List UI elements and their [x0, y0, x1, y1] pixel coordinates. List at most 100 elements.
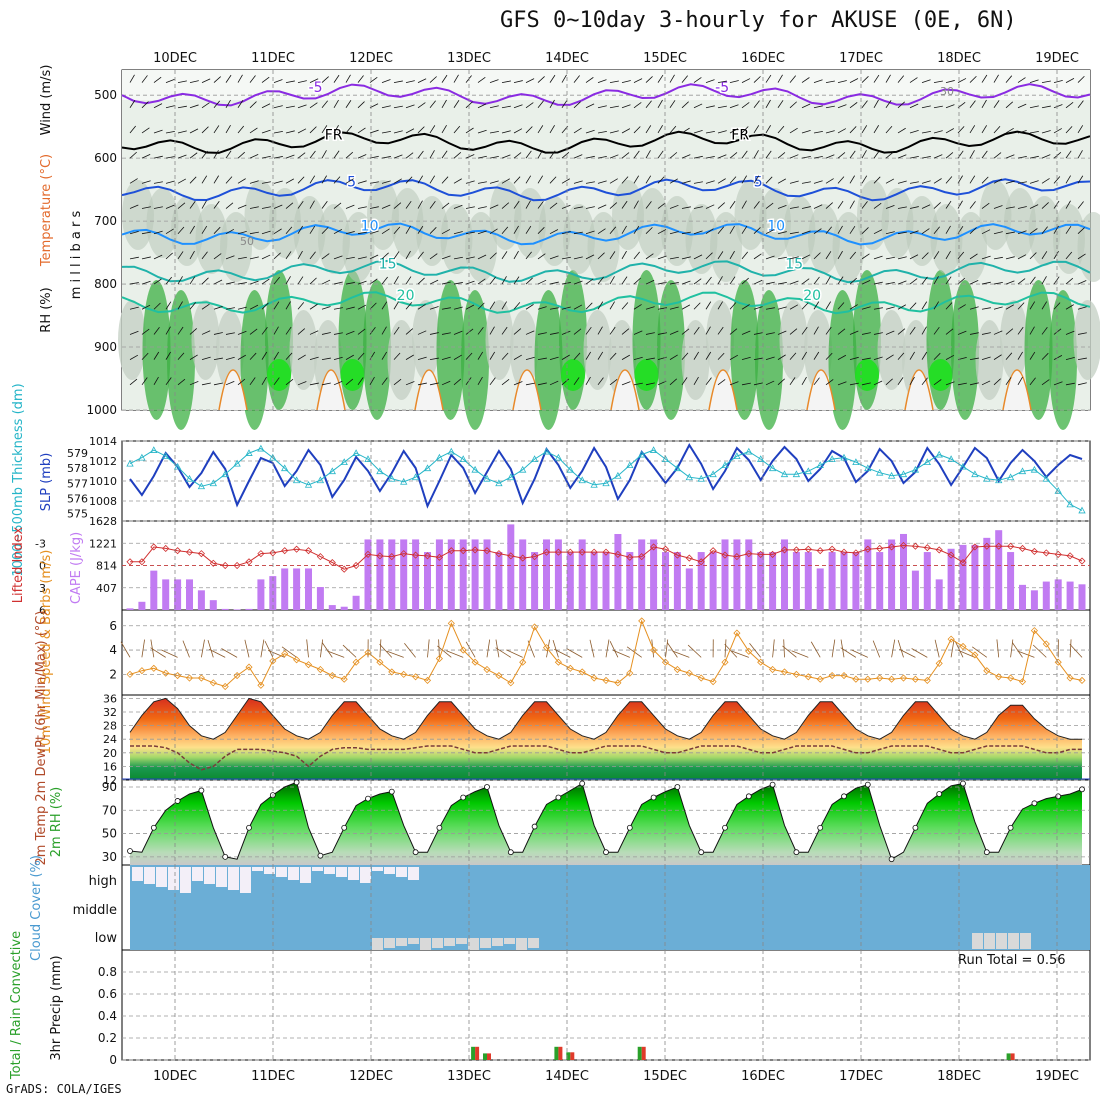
wind-barb — [1053, 176, 1061, 184]
wind-barb — [177, 130, 187, 134]
wind-barb — [837, 381, 847, 386]
wind-barb — [969, 253, 978, 260]
wind-barb — [321, 332, 331, 335]
cape-bar — [971, 544, 979, 610]
wind-barb — [597, 377, 604, 386]
wind-barb — [165, 228, 174, 235]
wind-barb — [405, 302, 413, 310]
frame-precip — [121, 949, 1091, 1061]
li-point — [840, 548, 848, 556]
wind-speed-point — [650, 646, 658, 654]
wind-barb — [189, 225, 195, 234]
cape-bar — [412, 539, 420, 610]
wind-barb — [1017, 254, 1027, 260]
wind-barb — [273, 377, 280, 386]
wind-barb-10m — [244, 639, 250, 658]
wind-barb — [741, 277, 749, 285]
wind-barb — [621, 328, 630, 335]
wind-barb — [1041, 178, 1050, 184]
wind-barb — [765, 99, 771, 108]
wind-barb — [285, 352, 293, 360]
wind-barb — [873, 74, 880, 83]
date-label-bottom: 12DEC — [349, 1069, 393, 1084]
wind-barb-10m — [840, 647, 857, 658]
wind-barb-10m — [320, 639, 324, 658]
wind-barb — [633, 102, 642, 109]
wind-barb-10m — [465, 641, 476, 658]
li-point — [554, 548, 562, 556]
wind-barb — [657, 255, 667, 260]
precip-tick-label: 0 — [109, 1053, 117, 1067]
rh-tick-label: 70 — [102, 803, 117, 817]
wind-barb — [381, 105, 391, 109]
wind-barb — [537, 382, 547, 386]
date-label-bottom: 17DEC — [839, 1069, 883, 1084]
rh-shade — [387, 320, 416, 400]
wind-barb — [969, 306, 979, 310]
wind-barb — [393, 105, 403, 109]
wind-barb — [129, 306, 139, 310]
wind-speed-point — [959, 642, 967, 650]
cape-bar — [828, 552, 836, 610]
wind-speed-point — [852, 675, 860, 683]
wind-barb — [273, 204, 283, 209]
wind-barb — [525, 150, 532, 159]
thickness-point — [768, 464, 777, 472]
wind-barb — [537, 150, 543, 159]
li-point — [483, 547, 491, 555]
wind-barb — [345, 282, 355, 285]
wind-barb — [369, 76, 378, 83]
rh-shade — [167, 290, 195, 430]
wind-barb — [717, 154, 727, 159]
wind-barb — [669, 330, 679, 335]
precip-tick-label: 0.2 — [98, 1031, 117, 1045]
wind-barb-10m — [404, 643, 416, 658]
li-point — [1066, 552, 1074, 560]
wind-barb — [1029, 301, 1036, 310]
thickness-point — [554, 453, 563, 461]
wind-barb — [537, 201, 544, 209]
wind-barb — [921, 351, 928, 360]
wind-barb — [285, 326, 292, 335]
wind-barb — [285, 301, 291, 310]
thickness-point — [400, 477, 408, 485]
wind-barb — [525, 277, 533, 285]
wind-barb-10m — [150, 647, 166, 658]
rh-point — [293, 779, 300, 786]
precip-tick-label: 0.6 — [98, 987, 117, 1001]
wind-barb — [369, 376, 375, 386]
isotherm-label: 15 — [785, 256, 803, 272]
precip-tick-label: 0.4 — [98, 1009, 117, 1023]
isotherm-label: FR — [731, 127, 749, 143]
wind-barb — [717, 105, 727, 109]
wind-speed-point — [709, 678, 717, 686]
wind-barb — [633, 277, 641, 285]
cape-bar — [1042, 581, 1050, 610]
wind-barb — [1017, 302, 1025, 310]
wind-barb — [1077, 125, 1084, 134]
wind-speed-point — [554, 658, 562, 666]
wind-barb — [393, 301, 399, 310]
wind-barb — [477, 351, 484, 360]
rh-point — [793, 849, 800, 856]
wind-barb — [837, 104, 847, 109]
wind-barb — [177, 326, 184, 335]
thickness-point — [578, 476, 586, 484]
wind-barb — [645, 253, 654, 260]
wind-barb — [1029, 276, 1036, 285]
cape-bar — [495, 552, 503, 610]
wind-barb — [249, 206, 259, 209]
wind-barb — [741, 102, 750, 109]
wind-barb — [741, 175, 748, 184]
wind-barb — [585, 230, 595, 235]
wind-barb — [645, 201, 652, 209]
wind-barb — [1005, 154, 1015, 159]
li-point — [316, 553, 324, 561]
wind-barb — [357, 231, 367, 235]
wind-barb — [801, 278, 810, 285]
wind-barb-10m — [1017, 650, 1035, 658]
wind-barb — [825, 276, 831, 285]
wind-speed-point — [126, 670, 134, 678]
li-point — [697, 558, 705, 566]
cape-bar — [435, 539, 443, 610]
